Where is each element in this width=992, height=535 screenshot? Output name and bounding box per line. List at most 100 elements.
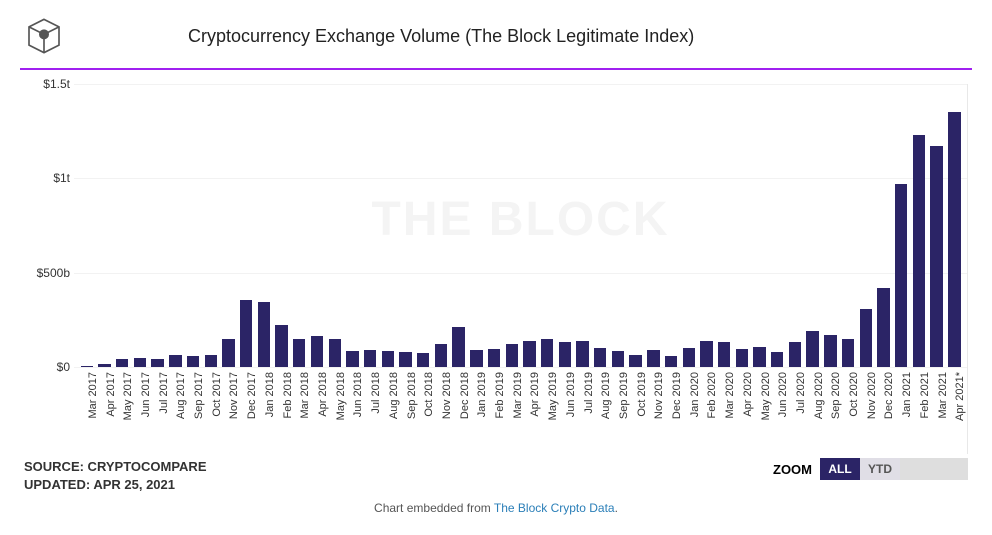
bar[interactable] xyxy=(452,327,464,367)
x-tick: Apr 2021* xyxy=(945,368,963,454)
attribution-link[interactable]: The Block Crypto Data xyxy=(494,501,615,515)
bar-column xyxy=(857,84,875,367)
bar[interactable] xyxy=(151,359,163,367)
bar[interactable] xyxy=(187,356,199,367)
bar[interactable] xyxy=(98,364,110,367)
bar[interactable] xyxy=(470,350,482,367)
chart-footer: SOURCE: CRYPTOCOMPARE UPDATED: APR 25, 2… xyxy=(24,458,968,493)
bar[interactable] xyxy=(824,335,836,367)
x-tick: Feb 2019 xyxy=(485,368,503,454)
chart-area: THE BLOCK $0$500b$1t$1.5t Mar 2017Apr 20… xyxy=(24,84,968,454)
x-tick: Dec 2020 xyxy=(875,368,893,454)
bar[interactable] xyxy=(346,351,358,367)
bar[interactable] xyxy=(488,349,500,367)
bar[interactable] xyxy=(205,355,217,367)
bar[interactable] xyxy=(842,339,854,367)
bar[interactable] xyxy=(382,351,394,367)
bar[interactable] xyxy=(647,350,659,367)
bar[interactable] xyxy=(736,349,748,367)
bar[interactable] xyxy=(81,366,93,368)
bar-column xyxy=(609,84,627,367)
zoom-btn-all[interactable]: ALL xyxy=(820,458,860,480)
x-tick: Oct 2018 xyxy=(414,368,432,454)
bar[interactable] xyxy=(718,342,730,367)
x-tick: Sep 2018 xyxy=(397,368,415,454)
bar[interactable] xyxy=(293,339,305,367)
bar[interactable] xyxy=(559,342,571,367)
x-tick-label: Apr 2021* xyxy=(954,372,966,421)
x-tick: Jul 2017 xyxy=(149,368,167,454)
bar[interactable] xyxy=(612,351,624,367)
bar[interactable] xyxy=(364,350,376,367)
x-tick: Jan 2018 xyxy=(255,368,273,454)
bar[interactable] xyxy=(948,112,960,367)
bar-column xyxy=(945,84,963,367)
bar-column xyxy=(184,84,202,367)
x-tick: May 2019 xyxy=(538,368,556,454)
x-tick: Jan 2019 xyxy=(467,368,485,454)
y-tick-label: $0 xyxy=(24,360,70,374)
bar-column xyxy=(96,84,114,367)
x-tick: Nov 2020 xyxy=(857,368,875,454)
x-tick: Dec 2018 xyxy=(450,368,468,454)
x-tick: Mar 2020 xyxy=(715,368,733,454)
bar-column xyxy=(698,84,716,367)
x-tick: Sep 2017 xyxy=(184,368,202,454)
bar[interactable] xyxy=(913,135,925,367)
bar[interactable] xyxy=(222,339,234,367)
bar[interactable] xyxy=(789,342,801,367)
x-tick: Sep 2019 xyxy=(609,368,627,454)
bar[interactable] xyxy=(134,358,146,367)
bar[interactable] xyxy=(275,325,287,367)
bar[interactable] xyxy=(329,339,341,367)
bar[interactable] xyxy=(311,336,323,367)
bar-column xyxy=(680,84,698,367)
bar[interactable] xyxy=(169,355,181,367)
block-logo-icon xyxy=(20,12,68,60)
y-tick-label: $1t xyxy=(24,171,70,185)
bar[interactable] xyxy=(116,359,128,367)
x-axis: Mar 2017Apr 2017May 2017Jun 2017Jul 2017… xyxy=(74,368,967,454)
chart-title: Cryptocurrency Exchange Volume (The Bloc… xyxy=(188,26,972,47)
bar-column xyxy=(786,84,804,367)
bar-column xyxy=(910,84,928,367)
x-tick: Jan 2020 xyxy=(680,368,698,454)
bar[interactable] xyxy=(240,300,252,367)
bar[interactable] xyxy=(417,353,429,367)
bar[interactable] xyxy=(753,347,765,367)
bar[interactable] xyxy=(806,331,818,367)
bar[interactable] xyxy=(523,341,535,367)
x-tick: Nov 2017 xyxy=(220,368,238,454)
bar[interactable] xyxy=(860,309,872,367)
bar-column xyxy=(326,84,344,367)
x-tick: Feb 2021 xyxy=(910,368,928,454)
bar[interactable] xyxy=(399,352,411,367)
bar[interactable] xyxy=(541,339,553,367)
bar-column xyxy=(839,84,857,367)
bar[interactable] xyxy=(594,348,606,367)
bar-column xyxy=(485,84,503,367)
bar[interactable] xyxy=(665,356,677,367)
x-tick: May 2020 xyxy=(751,368,769,454)
zoom-btn-ytd[interactable]: YTD xyxy=(860,458,900,480)
bar[interactable] xyxy=(576,341,588,367)
bar[interactable] xyxy=(629,355,641,367)
bar[interactable] xyxy=(930,146,942,367)
bar[interactable] xyxy=(877,288,889,367)
x-tick: Jun 2019 xyxy=(556,368,574,454)
zoom-btn-blank[interactable] xyxy=(900,458,934,480)
x-tick: Feb 2020 xyxy=(698,368,716,454)
bar[interactable] xyxy=(895,184,907,367)
x-tick: Oct 2020 xyxy=(839,368,857,454)
bar[interactable] xyxy=(258,302,270,367)
bar[interactable] xyxy=(683,348,695,367)
bar[interactable] xyxy=(506,344,518,367)
bar[interactable] xyxy=(771,352,783,367)
bar-column xyxy=(379,84,397,367)
bar-column xyxy=(804,84,822,367)
attribution-prefix: Chart embedded from xyxy=(374,501,494,515)
bar-column xyxy=(591,84,609,367)
bar[interactable] xyxy=(435,344,447,367)
bar[interactable] xyxy=(700,341,712,367)
zoom-btn-blank[interactable] xyxy=(934,458,968,480)
